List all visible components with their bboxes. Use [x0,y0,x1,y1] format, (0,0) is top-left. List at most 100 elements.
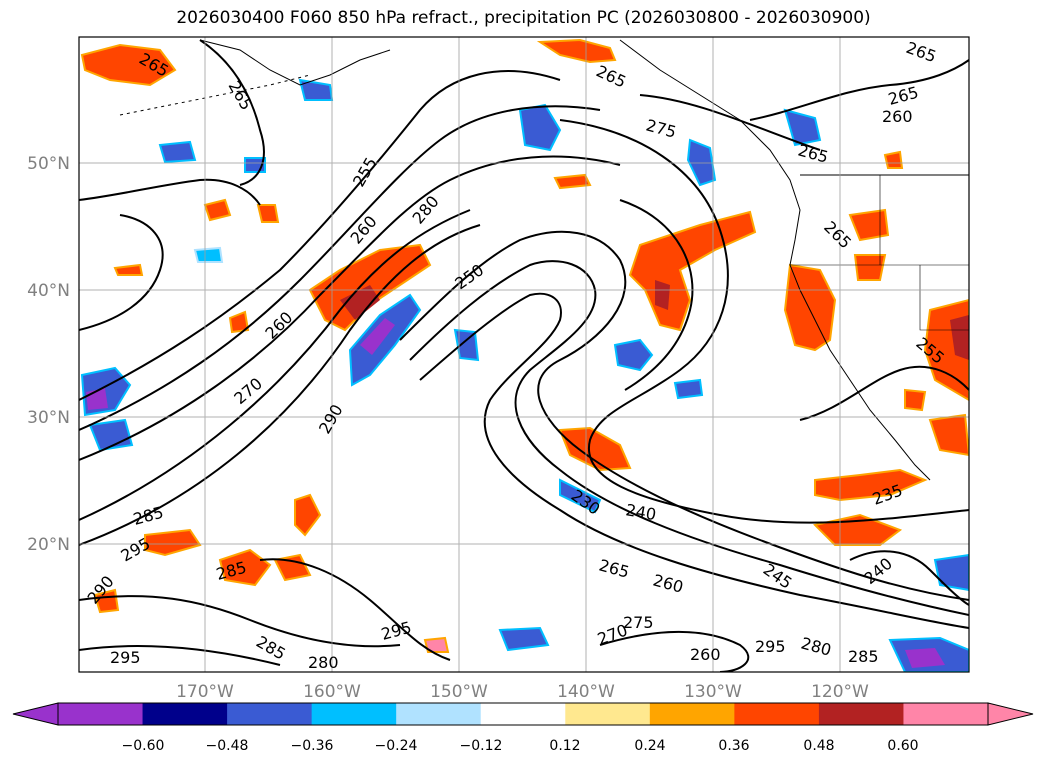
longitude-labels: 170°W 160°W 150°W 140°W 130°W 120°W [176,682,869,702]
colorbar-segment [311,703,397,725]
contour-label: 285 [848,647,879,666]
precip-area [933,553,969,592]
contour-line [79,105,601,431]
contour-line [849,550,969,606]
contour-line [79,209,471,521]
lon-label: 120°W [811,682,869,702]
contour-line [409,260,969,616]
colorbar-over-arrow [987,702,1034,726]
lat-label: 40°N [27,281,70,301]
precip-area [348,293,422,387]
precip-area [498,626,550,652]
contour-label: 280 [308,653,339,672]
precip-area [853,254,887,281]
precip-negative-areas [80,78,969,672]
colorbar-tick-label: 0.24 [634,738,665,754]
lon-label: 140°W [557,682,615,702]
precip-area [559,478,602,514]
colorbar-segment [565,703,651,725]
colorbar-segment [480,703,566,725]
colorbar-tick-label: 0.60 [887,738,918,754]
precip-area [158,140,197,164]
precip-area [113,263,144,276]
colorbar-under-arrow [12,702,59,726]
colorbar: −0.60 −0.48 −0.36 −0.24 −0.12 0.12 0.24 … [12,702,1034,754]
precip-area [93,588,120,614]
colorbar-tick-label: 0.12 [549,738,580,754]
precip-area [673,378,704,400]
lat-label: 30°N [27,408,70,428]
contour-line [599,630,750,672]
contour-line [799,365,969,421]
precip-area [848,208,890,242]
contour-line [79,644,281,666]
precip-area [80,43,177,87]
precip-area [203,198,232,222]
precip-area [904,388,927,412]
precip-area [360,318,395,355]
contour-line [79,178,261,206]
contour-line [419,292,969,629]
precip-area [558,426,632,472]
coastlines [119,39,969,481]
refractivity-contours [79,39,969,672]
contour-label: 295 [755,637,786,656]
colorbar-segment [649,703,735,725]
map-frame [78,36,970,673]
precip-area [553,173,592,190]
colorbar-ticks: −0.60 −0.48 −0.36 −0.24 −0.12 0.12 0.24 … [122,738,919,754]
colorbar-tick-label: 0.36 [718,738,749,754]
colorbar-segment [142,703,228,725]
lon-label: 160°W [303,682,361,702]
lon-label: 130°W [684,682,742,702]
contour-label: 275 [623,613,654,632]
map-title: 2026030400 F060 850 hPa refract., precip… [176,8,871,28]
precip-area [536,38,617,64]
contour-line [399,230,969,601]
precip-area [193,246,224,263]
precip-area [218,548,272,587]
precip-area [453,328,480,362]
contour-line [749,59,969,121]
colorbar-segment [58,703,144,725]
contour-line [619,199,694,391]
contour-line [79,70,561,401]
contour-line [639,94,821,151]
colorbar-tick-label: 0.48 [803,738,834,754]
lat-label: 50°N [27,154,70,174]
colorbar-tick-label: −0.48 [206,738,249,754]
alaska-coastline [199,39,391,86]
colorbar-segment [396,703,482,725]
colorbar-tick-label: −0.12 [460,738,503,754]
colorbar-segment [227,703,313,725]
precip-area [340,285,380,320]
precip-area [256,204,280,223]
precip-area [905,648,945,668]
precip-area [950,315,969,360]
colorbar-tick-label: −0.60 [122,738,165,754]
precip-area [144,528,202,557]
contour-line [259,558,451,661]
colorbar-tick-label: −0.36 [291,738,334,754]
contour-line [559,119,969,524]
state-borders [879,175,969,331]
lat-label: 20°N [27,535,70,555]
contour-line [79,155,621,461]
graticule [79,37,969,672]
precip-area [273,553,312,582]
precip-area [783,263,837,352]
contour-line [79,214,164,331]
precip-area [294,493,322,537]
contour-label: 295 [110,648,141,667]
lon-label: 150°W [430,682,488,702]
precip-area [613,338,654,372]
precip-area [783,108,822,147]
latitude-labels: 50°N 40°N 30°N 20°N [27,154,70,555]
colorbar-segment [734,703,820,725]
colorbar-segments [58,703,989,725]
colorbar-frame [57,702,989,726]
precip-area [814,468,928,502]
precip-area [228,310,250,334]
lon-label: 170°W [176,682,234,702]
